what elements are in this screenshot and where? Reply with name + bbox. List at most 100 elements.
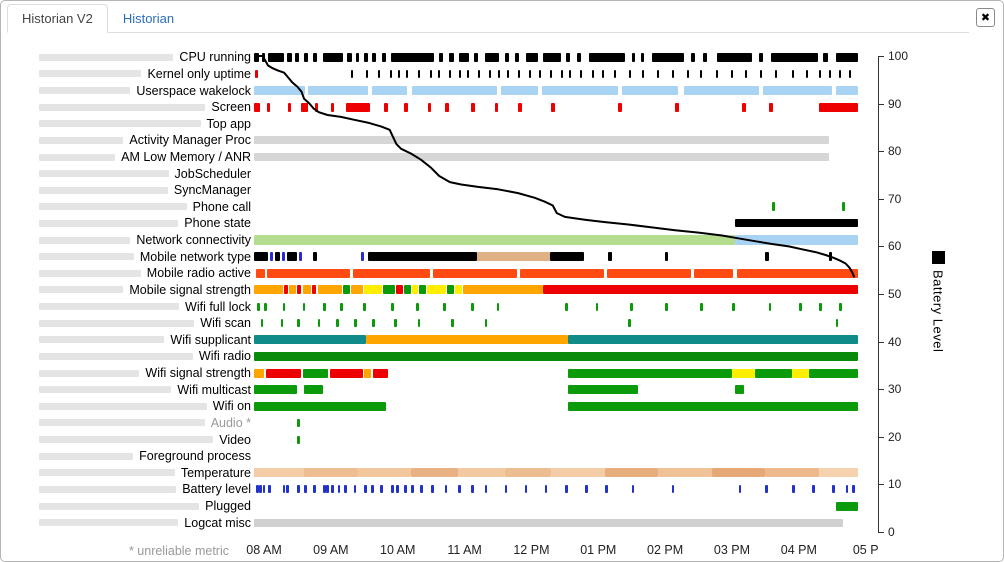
timeline-segment <box>543 52 561 62</box>
timeline-segment <box>286 52 293 62</box>
y-tick <box>878 341 884 343</box>
metric-row: Mobile radio active <box>1 265 1003 282</box>
row-divider <box>39 136 124 144</box>
timeline-segment <box>496 302 500 311</box>
timeline-segment <box>845 485 849 494</box>
timeline-segment <box>396 485 400 494</box>
metric-row: Video <box>1 431 1003 448</box>
x-axis-label: 11 AM <box>447 543 482 557</box>
timeline-segment <box>443 302 446 311</box>
timeline-segment <box>288 102 292 112</box>
timeline-segment <box>568 368 732 378</box>
timeline-segment <box>841 202 845 212</box>
timeline-segment <box>507 69 510 78</box>
timeline-segment <box>294 52 299 62</box>
timeline-segment <box>380 485 384 494</box>
timeline-segment <box>254 401 386 411</box>
timeline-segment <box>665 302 668 311</box>
timeline-segment <box>488 69 491 78</box>
timeline-segment <box>614 69 617 78</box>
row-divider <box>39 519 179 527</box>
metric-label: Video <box>39 431 251 448</box>
timeline-segment <box>377 69 380 78</box>
timeline-segment <box>254 335 367 345</box>
timeline-segment <box>550 252 584 262</box>
timeline-segment <box>476 252 551 262</box>
metric-row: Userspace wakelock <box>1 82 1003 99</box>
metric-row: Phone call <box>1 199 1003 216</box>
timeline-segment <box>322 302 326 311</box>
timeline-segment <box>618 102 623 112</box>
timeline-segment <box>350 285 363 295</box>
row-divider <box>39 186 168 194</box>
y-tick <box>878 56 884 57</box>
y-tick-label: 90 <box>888 96 902 111</box>
timeline-segment <box>336 319 339 328</box>
row-divider <box>39 53 174 61</box>
timeline-segment <box>391 485 394 494</box>
timeline-segment <box>822 52 829 62</box>
timeline-segment <box>340 302 343 311</box>
x-axis-label: 04 PM <box>780 543 817 557</box>
timeline-segment <box>818 69 821 78</box>
row-divider <box>39 386 172 394</box>
metric-row: JobScheduler <box>1 165 1003 182</box>
y-tick <box>878 198 884 200</box>
timeline-segment <box>518 69 521 78</box>
y-tick-label: 70 <box>888 191 902 206</box>
timeline-segment <box>520 268 604 278</box>
metric-label: Wifi supplicant <box>39 332 251 349</box>
metric-row: Kernel only uptime <box>1 66 1003 83</box>
timeline-segment <box>354 319 357 328</box>
timeline-segment <box>268 485 271 494</box>
battery-legend-swatch <box>931 251 945 264</box>
timeline-segment <box>471 485 474 494</box>
timeline-segment <box>353 485 357 494</box>
timeline-segment <box>768 102 773 112</box>
timeline-segment <box>595 302 599 311</box>
tab-historian-v2[interactable]: Historian V2 <box>7 4 108 33</box>
timeline-segment <box>365 69 368 78</box>
y-tick <box>878 389 884 391</box>
timeline-segment <box>524 485 528 494</box>
timeline-segment <box>515 52 520 62</box>
close-button[interactable]: ✖ <box>976 8 995 27</box>
metric-row: Temperature <box>1 465 1003 482</box>
timeline-segment <box>372 319 375 328</box>
timeline-segment <box>699 69 702 78</box>
timeline-segment <box>467 69 470 78</box>
timeline-segment <box>671 69 674 78</box>
row-divider <box>39 419 205 427</box>
metric-row: Logcat misc <box>1 514 1003 531</box>
timeline-segment <box>576 52 581 62</box>
y-tick-label: 20 <box>888 429 902 444</box>
row-divider <box>39 352 193 360</box>
timeline-segment <box>326 485 329 494</box>
timeline-segment <box>416 302 420 311</box>
metric-label: Phone call <box>39 199 251 216</box>
timeline-segment <box>717 52 753 62</box>
tab-historian[interactable]: Historian <box>122 11 175 26</box>
timeline-segment <box>352 268 430 278</box>
timeline-segment <box>254 102 261 112</box>
timeline-segment <box>484 52 500 62</box>
row-divider <box>39 369 140 377</box>
metric-label-text: JobScheduler <box>174 166 251 181</box>
timeline-segment <box>313 252 318 262</box>
row-divider <box>39 452 134 460</box>
metric-label: Wifi multicast <box>39 381 251 398</box>
metric-row: Top app <box>1 115 1003 132</box>
timeline-segment <box>317 319 321 328</box>
x-axis-label: 02 PM <box>647 543 684 557</box>
timeline-segment <box>702 52 707 62</box>
timeline-segment <box>526 52 539 62</box>
timeline-segment <box>404 485 408 494</box>
timeline-segment <box>299 252 303 262</box>
timeline-segment <box>254 136 829 145</box>
metric-label-text: Temperature <box>180 465 251 480</box>
y-tick-label: 10 <box>888 477 902 492</box>
row-divider <box>39 120 201 128</box>
timeline-segment <box>448 69 451 78</box>
timeline-segment <box>631 52 636 62</box>
timeline-segment <box>542 86 619 96</box>
